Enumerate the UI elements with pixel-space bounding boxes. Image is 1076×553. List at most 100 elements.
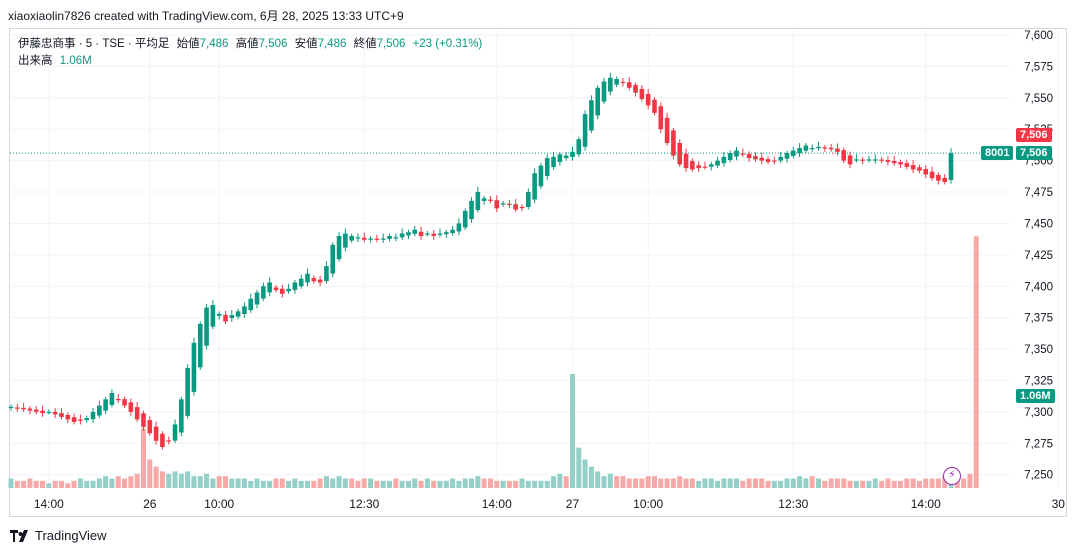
volume-bar xyxy=(374,480,380,488)
volume-bar xyxy=(475,476,481,488)
candle-body xyxy=(387,236,392,239)
candle-body xyxy=(519,206,525,209)
y-tick-label: 7,375 xyxy=(1024,313,1053,325)
volume-bar xyxy=(588,466,594,488)
candle-body xyxy=(368,238,373,240)
volume-bar xyxy=(103,476,109,488)
y-tick-label: 7,250 xyxy=(1024,470,1053,482)
candle-body xyxy=(355,237,361,239)
candle-body xyxy=(71,417,77,422)
volume-bar xyxy=(935,478,941,488)
volume-bar xyxy=(639,478,645,488)
volume-bar xyxy=(8,478,14,488)
volume-bar xyxy=(254,478,260,488)
y-tick-label: 7,275 xyxy=(1024,438,1053,450)
volume-legend: 出来高 1.06M xyxy=(18,52,92,68)
candle-body xyxy=(948,153,954,180)
candle-body xyxy=(21,407,26,410)
candle-body xyxy=(784,153,790,159)
volume-bar xyxy=(891,480,897,488)
candle-body xyxy=(507,203,512,206)
volume-bar xyxy=(601,476,607,488)
candle-body xyxy=(418,231,424,236)
y-tick-label: 7,325 xyxy=(1024,375,1053,387)
volume-bar xyxy=(418,480,424,488)
volume-bar xyxy=(96,478,102,488)
candle-body xyxy=(267,282,272,293)
candle-body xyxy=(343,233,348,248)
volume-bar xyxy=(456,480,462,488)
volume-bar xyxy=(790,478,796,488)
volume-bar xyxy=(696,480,702,488)
candle-body xyxy=(917,167,922,171)
candle-body xyxy=(488,199,493,201)
candle-body xyxy=(936,174,941,181)
volume-bar xyxy=(506,480,512,488)
candle-body xyxy=(399,233,405,238)
candle-body xyxy=(179,399,184,433)
candle-body xyxy=(223,314,228,322)
volume-bar xyxy=(90,480,96,488)
volume-bar xyxy=(122,478,128,488)
candle-body xyxy=(40,410,45,414)
y-tick-label: 7,600 xyxy=(1024,30,1053,42)
x-tick-label: 26 xyxy=(143,497,157,511)
ticker-tag: 8001 xyxy=(981,146,1014,160)
volume-bar xyxy=(330,478,336,488)
chart-frame[interactable] xyxy=(9,28,1067,517)
volume-bar xyxy=(916,480,922,488)
candle-body xyxy=(526,192,531,208)
x-tick-label: 10:00 xyxy=(204,497,234,511)
y-tick-label: 7,450 xyxy=(1024,218,1053,230)
candle-body xyxy=(803,145,809,151)
candle-body xyxy=(639,88,645,100)
volume-bar xyxy=(841,478,847,488)
open-value: 7,486 xyxy=(199,38,229,50)
candle-body xyxy=(216,313,222,316)
lightning-icon[interactable]: ⚡ xyxy=(943,467,961,485)
volume-bar xyxy=(380,480,386,488)
volume-bar xyxy=(481,478,487,488)
volume-bar xyxy=(803,478,809,488)
volume-bar xyxy=(513,480,519,488)
tradingview-logo-icon xyxy=(10,529,28,542)
candle-body xyxy=(734,150,739,157)
volume-bar xyxy=(771,480,777,488)
candle-body xyxy=(330,244,336,274)
candle-body xyxy=(15,407,20,409)
volume-bar xyxy=(140,428,146,488)
volume-bar xyxy=(128,476,134,488)
volume-bar xyxy=(437,480,443,488)
volume-bar xyxy=(866,480,872,488)
candle-body xyxy=(336,236,342,260)
candle-body xyxy=(822,147,828,149)
volume-bar xyxy=(387,480,393,488)
volume-bar xyxy=(405,480,411,488)
candle-body xyxy=(166,440,172,442)
candle-body xyxy=(595,87,601,116)
volume-bar xyxy=(229,478,235,488)
candle-body xyxy=(456,223,462,232)
candle-body xyxy=(544,158,550,177)
volume-bar xyxy=(727,478,733,488)
candle-body xyxy=(185,367,190,416)
volume-bar xyxy=(46,483,52,488)
volume-bar xyxy=(885,478,891,488)
volume-bar xyxy=(651,476,657,488)
volume-bar xyxy=(847,480,853,488)
candle-body xyxy=(816,146,821,149)
x-tick-label: 27 xyxy=(566,497,580,511)
candle-body xyxy=(696,165,701,169)
candle-body xyxy=(633,85,638,93)
volume-bar xyxy=(683,478,689,488)
y-tick-label: 7,575 xyxy=(1024,61,1053,73)
candle-body xyxy=(475,192,481,210)
volume-bar xyxy=(450,478,456,488)
volume-bar xyxy=(14,480,20,488)
volume-bar xyxy=(33,480,39,488)
candle-body xyxy=(8,406,14,409)
volume-bar xyxy=(633,478,639,488)
volume-bar xyxy=(58,480,64,488)
candle-body xyxy=(683,153,689,169)
